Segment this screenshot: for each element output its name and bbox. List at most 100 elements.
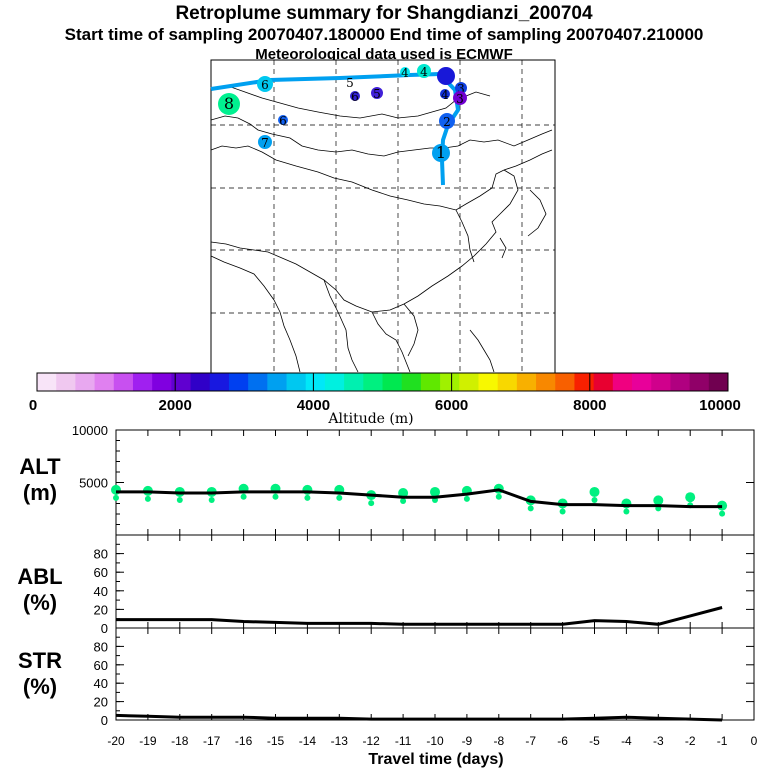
y-tick-label: 5000: [79, 476, 108, 491]
alt-cluster-point: [589, 486, 600, 497]
colorbar-cell: [267, 373, 288, 391]
x-tick-label: -1: [717, 734, 728, 748]
alt-y-ticks: 5000 10000: [72, 423, 754, 536]
colorbar-cells: [37, 373, 729, 391]
x-tick-label: -2: [685, 734, 696, 748]
x-tick-label: -17: [203, 734, 221, 748]
colorbar-cell: [94, 373, 115, 391]
cluster-marker: [257, 76, 273, 92]
colorbar-tick-label: 4000: [297, 397, 330, 414]
abl-panel-unit: (%): [23, 590, 57, 615]
time-series-panels: ALT (m) ABL (%) STR (%) 5000 10000 0 20 40 6…: [17, 423, 757, 768]
cluster-label: 6: [351, 90, 359, 104]
colorbar-major-ticks: [36, 373, 729, 391]
alt-cluster-point: [527, 505, 534, 512]
colorbar-cell: [363, 373, 383, 391]
alt-cluster-point: [176, 496, 183, 503]
x-tick-label: -12: [363, 734, 381, 748]
cluster-marker: [417, 64, 431, 78]
alt-cluster-point: [400, 498, 407, 504]
colorbar-tick-label: 10000: [699, 397, 741, 414]
altitude-colorbar: 0 2000 4000 6000 8000 10000 Altitude (m): [29, 372, 741, 427]
colorbar-cell: [37, 373, 57, 391]
colorbar-cell: [382, 373, 403, 391]
cluster-label: 2: [443, 115, 451, 129]
alt-cluster-point: [430, 486, 440, 497]
colorbar-cell: [651, 373, 671, 391]
y-tick-label: 80: [94, 547, 108, 562]
alt-cluster-point: [304, 494, 311, 501]
alt-cluster-point: [208, 496, 215, 503]
cluster-marker: [455, 82, 467, 94]
y-tick-label: 80: [94, 639, 108, 654]
receptor-cluster-marker: [437, 67, 455, 85]
x-tick-label: -9: [462, 734, 473, 748]
alt-cluster-point: [336, 494, 343, 501]
colorbar-cell: [56, 373, 76, 391]
cluster-marker: [371, 87, 383, 99]
colorbar-cell: [113, 373, 134, 391]
colorbar-cell: [632, 373, 652, 391]
cluster-label: 4: [441, 88, 449, 102]
cluster-marker: [440, 89, 450, 99]
cluster-marker: [258, 135, 272, 149]
colorbar-cell: [171, 373, 192, 391]
str-y-ticks: 0 20 40 60 80: [94, 627, 754, 728]
colorbar-cell: [401, 373, 422, 391]
x-tick-label: -13: [331, 734, 349, 748]
alt-cluster-point: [368, 500, 375, 507]
str-line: [115, 713, 723, 722]
colorbar-axis-label: Altitude (m): [327, 411, 413, 427]
alt-panel-label: ALT: [19, 454, 61, 479]
colorbar-cell: [593, 373, 614, 391]
colorbar-cell: [209, 373, 230, 391]
x-axis-ticks: -20 -19 -18 -17 -16 -15 -14 -13 -12 -11 -10 -9 -8 -7-…: [107, 734, 757, 748]
abl-line: [116, 606, 723, 626]
x-tick-label: -14: [299, 734, 317, 748]
x-tick-label: -20: [107, 734, 125, 748]
y-tick-label: 40: [94, 584, 108, 599]
x-tick-label: -5: [589, 734, 600, 748]
alt-mean-line: [116, 488, 723, 509]
colorbar-cell: [478, 373, 499, 391]
colorbar-cell: [344, 373, 364, 391]
str-panel-label: STR: [18, 648, 62, 673]
colorbar-cell: [152, 373, 172, 391]
abl-panel-frame: [115, 534, 755, 629]
cluster-label: 5: [373, 87, 381, 101]
cluster-label: 3: [457, 82, 465, 96]
map-graticule: [211, 60, 555, 373]
alt-cluster-point: [495, 493, 502, 500]
page-title: Retroplume summary for Shangdianzi_20070…: [175, 3, 593, 24]
x-axis-label: Travel time (days): [368, 751, 503, 768]
colorbar-cell: [612, 373, 633, 391]
str-panel-frame: [115, 627, 755, 721]
x-tick-label: -6: [557, 734, 568, 748]
cluster-label: 4: [420, 65, 428, 79]
alt-cluster-point: [623, 508, 630, 515]
cluster-label: 6: [261, 78, 269, 92]
alt-cluster-point: [591, 496, 598, 503]
colorbar-cell: [497, 373, 518, 391]
abl-panel-label: ABL: [17, 564, 62, 589]
colorbar-cell: [305, 373, 326, 391]
y-tick-label: 60: [94, 658, 108, 673]
str-panel-unit: (%): [23, 674, 57, 699]
cluster-marker: [432, 144, 450, 162]
cluster-label: 4: [401, 66, 409, 80]
colorbar-cell: [440, 373, 460, 391]
x-tick-label: -15: [267, 734, 285, 748]
colorbar-cell: [459, 373, 479, 391]
met-data-line: Meteorological data used is ECMWF: [255, 46, 513, 63]
alt-cluster-point: [719, 510, 726, 517]
x-tick-label: -8: [493, 734, 504, 748]
colorbar-cell: [689, 373, 710, 391]
x-tick-label: -4: [621, 734, 632, 748]
colorbar-cell: [132, 373, 153, 391]
alt-cluster-point: [398, 488, 409, 498]
cluster-marker: [453, 91, 467, 105]
cluster-label: 7: [261, 136, 269, 150]
cluster-label: 6: [279, 114, 287, 128]
colorbar-tick-label: 6000: [435, 397, 468, 414]
